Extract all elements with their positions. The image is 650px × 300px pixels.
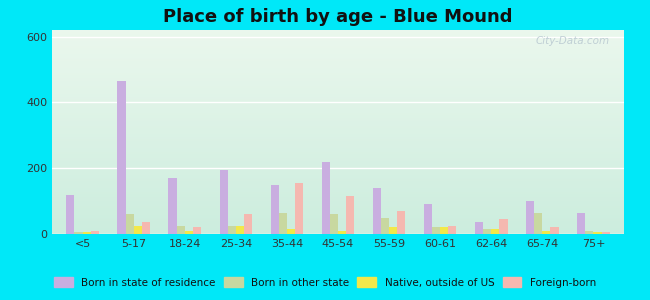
Bar bbox=[483, 229, 491, 234]
Bar bbox=[542, 231, 551, 234]
Bar bbox=[134, 226, 142, 234]
Bar bbox=[270, 184, 279, 234]
Bar bbox=[244, 214, 252, 234]
Bar bbox=[397, 211, 406, 234]
Bar bbox=[372, 188, 381, 234]
Bar bbox=[177, 226, 185, 234]
Bar bbox=[142, 223, 150, 234]
Bar bbox=[295, 183, 304, 234]
Bar bbox=[91, 231, 99, 234]
Bar bbox=[75, 232, 83, 234]
Bar bbox=[601, 232, 610, 234]
Bar bbox=[448, 226, 456, 234]
Bar bbox=[424, 204, 432, 234]
Bar bbox=[118, 81, 125, 234]
Bar bbox=[475, 223, 483, 234]
Title: Place of birth by age - Blue Mound: Place of birth by age - Blue Mound bbox=[163, 8, 513, 26]
Bar bbox=[593, 232, 601, 234]
Bar bbox=[287, 229, 295, 234]
Bar bbox=[338, 231, 346, 234]
Bar bbox=[236, 226, 244, 234]
Bar bbox=[585, 231, 593, 234]
Bar bbox=[66, 194, 75, 234]
Bar bbox=[526, 201, 534, 234]
Bar bbox=[346, 196, 354, 234]
Bar bbox=[322, 162, 330, 234]
Bar bbox=[83, 232, 91, 234]
Bar bbox=[534, 213, 542, 234]
Bar bbox=[193, 227, 201, 234]
Bar bbox=[499, 219, 508, 234]
Bar bbox=[279, 213, 287, 234]
Bar bbox=[381, 218, 389, 234]
Bar bbox=[220, 170, 228, 234]
Bar bbox=[432, 227, 440, 234]
Bar bbox=[168, 178, 177, 234]
Bar bbox=[389, 227, 397, 234]
Bar bbox=[491, 229, 499, 234]
Bar bbox=[125, 214, 134, 234]
Bar bbox=[185, 231, 193, 234]
Bar bbox=[577, 213, 585, 234]
Bar bbox=[227, 226, 236, 234]
Bar bbox=[330, 214, 338, 234]
Bar bbox=[440, 227, 448, 234]
Legend: Born in state of residence, Born in other state, Native, outside of US, Foreign-: Born in state of residence, Born in othe… bbox=[50, 273, 600, 292]
Bar bbox=[551, 227, 558, 234]
Text: City-Data.com: City-Data.com bbox=[536, 36, 610, 46]
